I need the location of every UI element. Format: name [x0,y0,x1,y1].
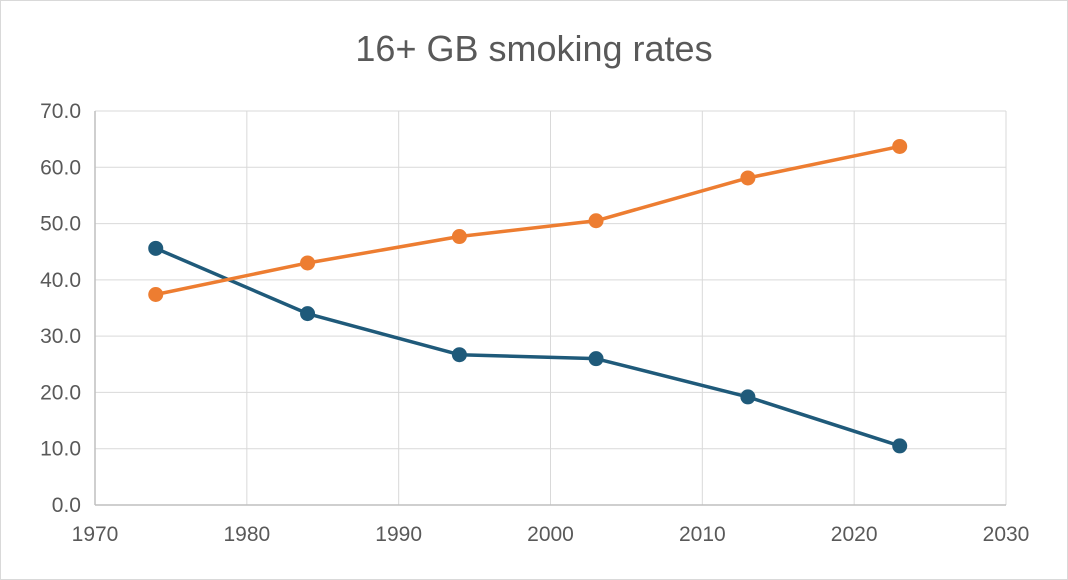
series-2-point [740,170,756,186]
series-1-point [740,389,756,405]
x-tick-label: 2020 [831,523,878,546]
series-1-point [588,351,604,367]
y-tick-label: 70.0 [40,100,81,123]
series-2-point [451,229,467,245]
y-tick-label: 0.0 [52,494,81,517]
series-2-line [153,144,902,297]
y-tick-label: 50.0 [40,213,81,236]
series-2-point [588,213,604,229]
chart-title: 16+ GB smoking rates [355,28,713,69]
series-1-line [153,246,902,448]
y-tick-label: 40.0 [40,269,81,292]
series-1-point [148,240,164,256]
series-1-point [451,347,467,363]
series-2-point [148,286,164,302]
x-tick-label: 1970 [72,523,119,546]
series-1-point [892,438,908,454]
series-2-point [300,255,316,271]
y-tick-label: 30.0 [40,325,81,348]
y-tick-label: 60.0 [40,156,81,179]
x-tick-label: 1980 [223,523,270,546]
x-tick-label: 2010 [679,523,726,546]
y-tick-label: 20.0 [40,381,81,404]
series-1-point [300,306,316,322]
series-2-point [892,138,908,154]
x-tick-label: 2000 [527,523,574,546]
x-tick-label: 1990 [375,523,422,546]
x-tick-label: 2030 [983,523,1030,546]
y-tick-label: 10.0 [40,438,81,461]
